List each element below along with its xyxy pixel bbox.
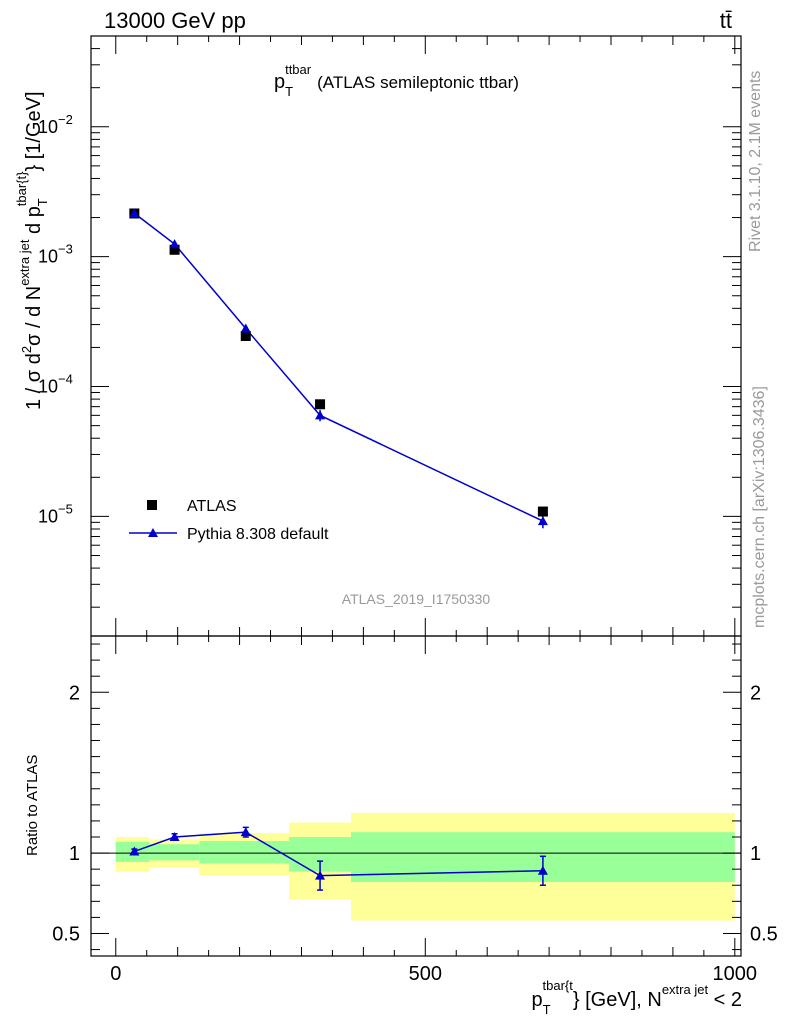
atlas-data-point: [537, 506, 548, 517]
ratio-frame: [90, 635, 742, 957]
plot-title-main: p: [274, 71, 285, 93]
header-energy-label: 13000 GeV pp: [104, 8, 246, 33]
ratio-inner-band: [149, 844, 200, 861]
ratio-y-tick-label-right: 0.5: [750, 923, 778, 945]
ratio-ticks: 0.5 0.5 1 1 2 2 0 500 1000: [52, 636, 778, 985]
atlas-data-point: [315, 399, 326, 410]
ratio-y-tick-label-left: 1: [69, 843, 80, 865]
ratio-y-tick-label-left: 2: [69, 682, 80, 704]
xlabel-part-a: p: [531, 989, 542, 1011]
mcplots-label: mcplots.cern.ch [arXiv:1306.3436]: [751, 386, 768, 628]
main-y-tick-label: 10−4: [38, 372, 73, 397]
ylabel-part-d: } [1/GeV]: [23, 91, 45, 171]
ylabel-part-b-sup: extra jet: [17, 239, 32, 286]
ratio-pythia-point: [315, 870, 326, 880]
main-ticks: 10−2 10−3 10−4 10−5: [38, 35, 741, 636]
ratio-y-tick-label-right: 2: [750, 682, 761, 704]
pythia-point: [537, 516, 548, 526]
pythia-point: [240, 323, 251, 333]
pythia-point: [129, 208, 140, 218]
ylabel-part-c-sup: tbar{t}: [14, 171, 29, 206]
ratio-y-tick-label-left: 0.5: [52, 923, 80, 945]
plot-title-rest: (ATLAS semileptonic ttbar): [317, 73, 519, 92]
main-marks: [129, 208, 548, 529]
xlabel-part-a-sub: T: [543, 1002, 551, 1017]
ratio-bands: [115, 812, 735, 921]
legend: ATLAS Pythia 8.308 default: [129, 498, 329, 543]
plot-title: pTttbar (ATLAS semileptonic ttbar): [274, 62, 519, 99]
ratio-pythia-point: [169, 832, 180, 842]
ratio-pythia-point: [240, 827, 251, 837]
x-tick-label: 500: [409, 963, 442, 985]
atlas-data-point: [240, 330, 251, 341]
ratio-y-tick-label-right: 1: [750, 843, 761, 865]
pythia-point: [315, 410, 326, 420]
xlabel-part-b-sup: extra jet: [662, 982, 709, 997]
x-axis-label: pTtbar{t} [GeV], Nextra jet < 2: [531, 978, 742, 1017]
ylabel-part-b: σ / d N: [23, 286, 45, 346]
analysis-watermark: ATLAS_2019_I1750330: [342, 591, 491, 607]
xlabel-part-c: < 2: [708, 989, 742, 1011]
x-tick-label: 1000: [713, 963, 758, 985]
ylabel-part-a-sup: 2: [19, 346, 34, 353]
ratio-y-axis-label: Ratio to ATLAS: [24, 755, 41, 856]
main-y-axis-label: 1 / σ d2σ / d Nextra jet d pTtbar{t}} [1…: [14, 91, 50, 410]
plot-title-sub: T: [285, 84, 293, 99]
ylabel-part-a: 1 / σ d: [23, 353, 45, 410]
pythia-line: [133, 212, 544, 522]
rivet-version-label: Rivet 3.1.10, 2.1M events: [747, 71, 764, 252]
xlabel-part-a-sup: tbar{t: [543, 978, 574, 993]
xlabel-part-b: } [GeV], N: [573, 989, 662, 1011]
ratio-marks: [129, 826, 548, 891]
legend-atlas-marker: [147, 500, 157, 510]
x-tick-label: 0: [110, 963, 121, 985]
ratio-pythia-point: [537, 865, 548, 875]
legend-pythia-marker: [148, 528, 158, 537]
legend-atlas-label: ATLAS: [187, 498, 237, 515]
atlas-data-point: [169, 244, 180, 255]
header-process-label: tt̄: [720, 8, 732, 33]
ratio-panel: 0.5 0.5 1 1 2 2 0 500 1000 Ratio to ATLAS pTtbar…: [24, 635, 778, 1017]
pythia-point: [169, 239, 180, 249]
main-frame: [90, 35, 742, 637]
main-y-tick-label: 10−2: [38, 112, 73, 137]
main-y-tick-label: 10−3: [38, 242, 73, 267]
plot-title-sup: ttbar: [285, 62, 312, 77]
main-panel: 10−210−310−410−5 pTttbar(ATLAS semilepto…: [14, 35, 742, 637]
legend-pythia-label: Pythia 8.308 default: [187, 526, 329, 543]
main-y-tick-label: 10−5: [38, 501, 73, 526]
ratio-inner-band: [199, 841, 290, 864]
ylabel-part-c: d p: [23, 206, 45, 239]
ratio-pythia-point: [129, 846, 140, 856]
ylabel-part-c-sub: T: [35, 198, 50, 206]
